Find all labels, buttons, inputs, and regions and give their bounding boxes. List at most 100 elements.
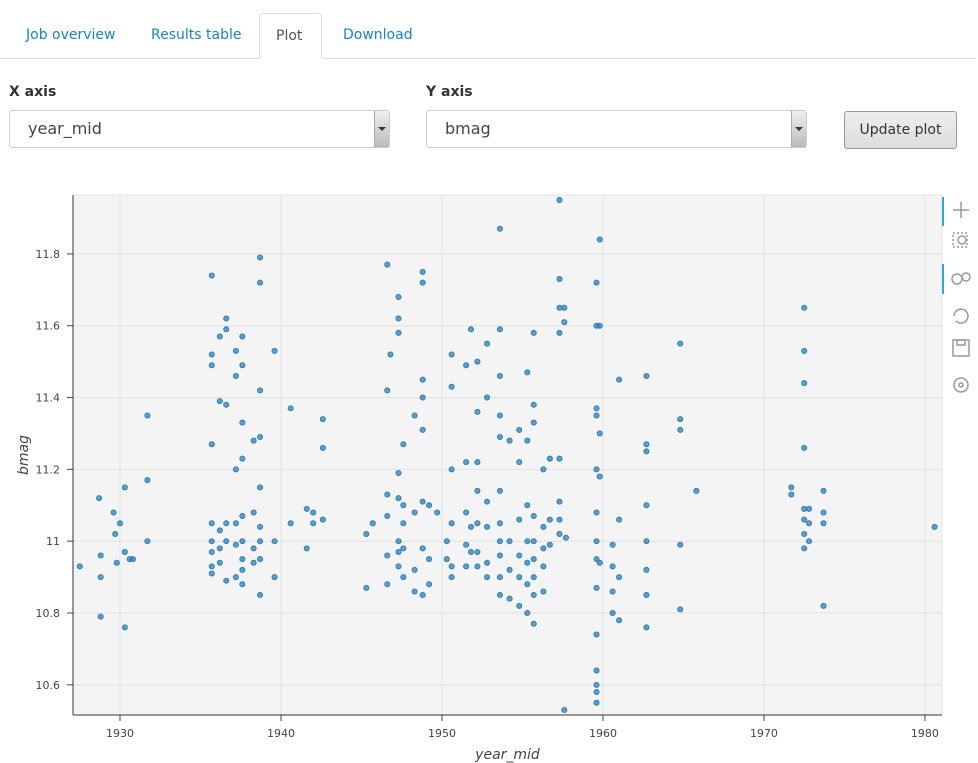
data-point bbox=[496, 552, 503, 559]
data-point bbox=[319, 416, 326, 423]
y-tick-label: 11.8 bbox=[36, 248, 61, 261]
data-point bbox=[250, 509, 257, 516]
tab[interactable]: Results table bbox=[151, 27, 242, 43]
reset-tool[interactable] bbox=[953, 308, 969, 324]
data-point bbox=[596, 473, 603, 480]
data-point bbox=[530, 538, 537, 545]
tab[interactable]: Download bbox=[343, 27, 413, 43]
data-point bbox=[593, 279, 600, 286]
data-point bbox=[524, 437, 531, 444]
tab[interactable]: Plot bbox=[259, 13, 322, 59]
data-point bbox=[643, 502, 650, 509]
update-button[interactable]: Update plot bbox=[844, 111, 957, 149]
data-point bbox=[546, 455, 553, 462]
y-tick-label: 10.6 bbox=[36, 679, 61, 692]
save-tool[interactable] bbox=[952, 339, 970, 357]
data-point bbox=[448, 383, 455, 390]
data-point bbox=[616, 376, 623, 383]
wheel-zoom-tool[interactable] bbox=[951, 272, 971, 285]
data-point bbox=[496, 326, 503, 333]
data-point bbox=[223, 326, 230, 333]
box-zoom-tool[interactable] bbox=[952, 232, 968, 248]
data-point bbox=[287, 520, 294, 527]
data-point bbox=[643, 372, 650, 379]
data-point bbox=[820, 509, 827, 516]
x-axis-select[interactable]: year_mid bbox=[9, 110, 390, 148]
data-point bbox=[395, 548, 402, 555]
data-point bbox=[506, 566, 513, 573]
data-point bbox=[411, 588, 418, 595]
data-point bbox=[113, 559, 120, 566]
plot-background bbox=[72, 194, 943, 716]
data-point bbox=[319, 516, 326, 523]
data-point bbox=[516, 426, 523, 433]
data-point bbox=[556, 329, 563, 336]
data-point bbox=[239, 455, 246, 462]
data-point bbox=[395, 538, 402, 545]
data-point bbox=[232, 372, 239, 379]
data-point bbox=[562, 534, 569, 541]
data-point bbox=[319, 444, 326, 451]
select-value: bmag bbox=[445, 119, 491, 138]
data-point bbox=[239, 556, 246, 563]
data-point bbox=[363, 584, 370, 591]
data-point bbox=[677, 541, 684, 548]
data-point bbox=[496, 538, 503, 545]
data-point bbox=[474, 548, 481, 555]
data-point bbox=[516, 552, 523, 559]
data-point bbox=[395, 469, 402, 476]
toolbar bbox=[942, 197, 971, 393]
data-point bbox=[121, 624, 128, 631]
data-point bbox=[239, 566, 246, 573]
data-point bbox=[801, 304, 808, 311]
data-point bbox=[540, 545, 547, 552]
data-point bbox=[384, 261, 391, 268]
tab[interactable]: Job overview bbox=[26, 27, 116, 43]
data-point bbox=[400, 441, 407, 448]
data-point bbox=[250, 437, 257, 444]
data-point bbox=[443, 556, 450, 563]
data-point bbox=[121, 548, 128, 555]
data-point bbox=[208, 520, 215, 527]
data-point bbox=[239, 333, 246, 340]
data-point bbox=[677, 416, 684, 423]
data-point bbox=[232, 347, 239, 354]
data-point bbox=[112, 531, 119, 538]
data-point bbox=[801, 444, 808, 451]
data-point bbox=[76, 563, 83, 570]
data-point bbox=[463, 509, 470, 516]
x-axis-label: X axis bbox=[9, 84, 57, 100]
data-point bbox=[426, 502, 433, 509]
data-point bbox=[496, 434, 503, 441]
pan-tool[interactable] bbox=[953, 202, 969, 218]
data-point bbox=[593, 584, 600, 591]
data-point bbox=[144, 477, 151, 484]
data-point bbox=[540, 588, 547, 595]
data-point bbox=[593, 405, 600, 412]
data-point bbox=[801, 347, 808, 354]
data-point bbox=[474, 563, 481, 570]
data-point bbox=[496, 487, 503, 494]
data-point bbox=[463, 563, 470, 570]
hover-tool[interactable] bbox=[953, 377, 969, 393]
data-point bbox=[419, 279, 426, 286]
data-point bbox=[524, 581, 531, 588]
data-point bbox=[616, 516, 623, 523]
data-point bbox=[643, 566, 650, 573]
data-point bbox=[448, 351, 455, 358]
data-point bbox=[516, 574, 523, 581]
y-axis-select[interactable]: bmag bbox=[426, 110, 807, 148]
data-point bbox=[223, 401, 230, 408]
data-point bbox=[801, 516, 808, 523]
data-point bbox=[216, 527, 223, 534]
plot: 1930 1940 1950 1960 1970 1980 10.6 10.8 11 11.2 11… bbox=[16, 194, 971, 763]
data-point bbox=[801, 531, 808, 538]
data-point bbox=[257, 538, 264, 545]
data-point bbox=[556, 276, 563, 283]
data-point bbox=[97, 574, 104, 581]
data-point bbox=[257, 592, 264, 599]
data-point bbox=[384, 513, 391, 520]
y-tick-label: 11.4 bbox=[36, 392, 61, 405]
data-point bbox=[208, 570, 215, 577]
